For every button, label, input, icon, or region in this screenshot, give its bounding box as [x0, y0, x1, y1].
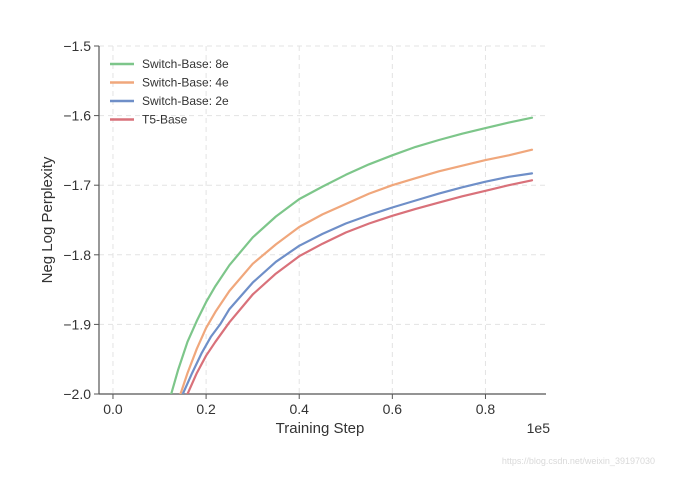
x-tick-label: 0.8 [476, 401, 496, 417]
series-line-4 [186, 179, 534, 394]
x-tick-label: 0.4 [289, 401, 309, 417]
y-axis-label: Neg Log Perplexity [39, 156, 56, 283]
x-axis-label: Training Step [276, 420, 365, 437]
series-line-3 [181, 172, 534, 394]
legend-label: Switch-Base: 8e [142, 57, 229, 71]
x-tick-label: 0.2 [196, 401, 216, 417]
legend-label: T5-Base [142, 113, 188, 127]
y-tick-label: −1.6 [63, 108, 91, 124]
legend-label: Switch-Base: 2e [142, 94, 229, 108]
y-tick-label: −1.7 [63, 177, 91, 193]
y-tick-label: −1.8 [63, 247, 91, 263]
x-tick-label: 0.6 [383, 401, 403, 417]
watermark: https://blog.csdn.net/weixin_39197030 [501, 456, 655, 466]
series-line-2 [179, 148, 534, 394]
axes [98, 46, 546, 395]
x-scale-label: 1e5 [527, 420, 551, 436]
y-tick-label: −1.5 [63, 38, 91, 54]
legend-label: Switch-Base: 4e [142, 76, 229, 90]
y-tick-label: −1.9 [63, 316, 91, 332]
legend: Switch-Base: 8e Switch-Base: 4e Switch-Bas… [110, 57, 229, 127]
y-tick-label: −2.0 [63, 386, 91, 402]
series-line-1 [170, 116, 534, 394]
tick-labels: 0.0 0.2 0.4 0.6 0.8 −2.0 −1.9 −1.8 −1.7 −1.6 −1.5 [63, 38, 495, 417]
x-tick-label: 0.0 [103, 401, 123, 417]
series-lines [170, 116, 534, 394]
